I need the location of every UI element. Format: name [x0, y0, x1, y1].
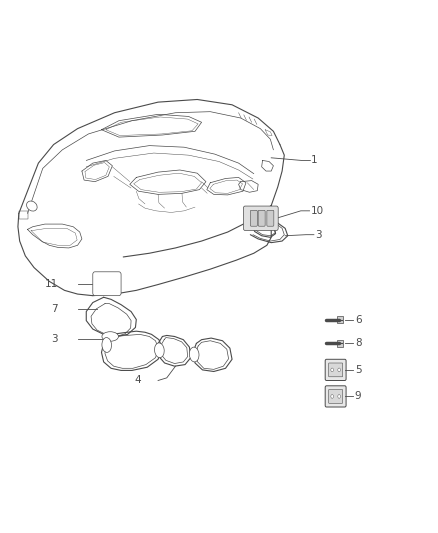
- FancyBboxPatch shape: [328, 390, 343, 403]
- FancyBboxPatch shape: [258, 211, 265, 226]
- FancyBboxPatch shape: [328, 363, 343, 377]
- Ellipse shape: [338, 394, 340, 398]
- Text: 3: 3: [51, 334, 58, 344]
- Bar: [19, 211, 28, 219]
- Ellipse shape: [338, 368, 340, 372]
- Text: 5: 5: [355, 365, 361, 375]
- Bar: [336, 317, 343, 322]
- FancyBboxPatch shape: [244, 206, 278, 230]
- Text: 4: 4: [134, 375, 141, 385]
- Ellipse shape: [189, 347, 199, 362]
- Ellipse shape: [27, 201, 37, 211]
- Text: 1: 1: [311, 156, 318, 165]
- Ellipse shape: [155, 343, 164, 358]
- FancyBboxPatch shape: [251, 211, 257, 226]
- Ellipse shape: [331, 394, 333, 398]
- Text: 9: 9: [355, 391, 361, 401]
- Ellipse shape: [102, 337, 112, 352]
- Text: 10: 10: [311, 206, 324, 216]
- FancyBboxPatch shape: [325, 359, 346, 381]
- FancyBboxPatch shape: [325, 386, 346, 407]
- Text: 7: 7: [51, 304, 58, 314]
- FancyBboxPatch shape: [267, 211, 274, 226]
- Text: 8: 8: [355, 338, 361, 349]
- FancyBboxPatch shape: [93, 272, 121, 296]
- Text: 11: 11: [45, 279, 58, 289]
- Bar: [336, 340, 343, 346]
- Ellipse shape: [102, 332, 118, 341]
- Text: 3: 3: [315, 230, 321, 240]
- Text: 6: 6: [355, 314, 361, 325]
- Ellipse shape: [331, 368, 333, 372]
